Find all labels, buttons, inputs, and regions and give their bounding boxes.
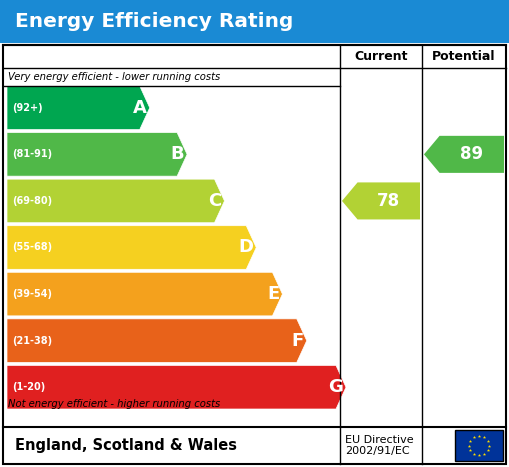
- Polygon shape: [7, 133, 187, 176]
- Bar: [0, 0, 509, 43]
- Text: C: C: [208, 192, 221, 210]
- Polygon shape: [7, 319, 307, 362]
- Text: B: B: [171, 145, 184, 163]
- Text: (81-91): (81-91): [12, 149, 52, 159]
- Text: EU Directive
2002/91/EC: EU Directive 2002/91/EC: [345, 435, 414, 456]
- Text: England, Scotland & Wales: England, Scotland & Wales: [15, 438, 237, 453]
- Polygon shape: [7, 366, 346, 409]
- Text: E: E: [267, 285, 279, 303]
- Polygon shape: [7, 226, 256, 269]
- Text: A: A: [133, 99, 147, 117]
- Text: 78: 78: [377, 192, 401, 210]
- Text: Energy Efficiency Rating: Energy Efficiency Rating: [15, 12, 293, 31]
- Text: G: G: [328, 378, 343, 396]
- Text: Current: Current: [354, 50, 408, 63]
- Polygon shape: [7, 272, 282, 316]
- Text: Not energy efficient - higher running costs: Not energy efficient - higher running co…: [8, 399, 220, 409]
- Text: (1-20): (1-20): [12, 382, 45, 392]
- Text: (69-80): (69-80): [12, 196, 52, 206]
- Polygon shape: [424, 136, 504, 173]
- Polygon shape: [342, 183, 420, 219]
- Polygon shape: [7, 179, 224, 223]
- Text: (92+): (92+): [12, 103, 43, 113]
- Text: 89: 89: [460, 145, 484, 163]
- Text: (55-68): (55-68): [12, 242, 52, 253]
- Text: Potential: Potential: [432, 50, 496, 63]
- Text: (39-54): (39-54): [12, 289, 52, 299]
- Text: Very energy efficient - lower running costs: Very energy efficient - lower running co…: [8, 72, 220, 82]
- Polygon shape: [7, 86, 150, 129]
- Text: F: F: [292, 332, 304, 350]
- Bar: [3, 45, 506, 464]
- Text: D: D: [238, 239, 253, 256]
- Text: (21-38): (21-38): [12, 336, 52, 346]
- Bar: [455, 430, 503, 461]
